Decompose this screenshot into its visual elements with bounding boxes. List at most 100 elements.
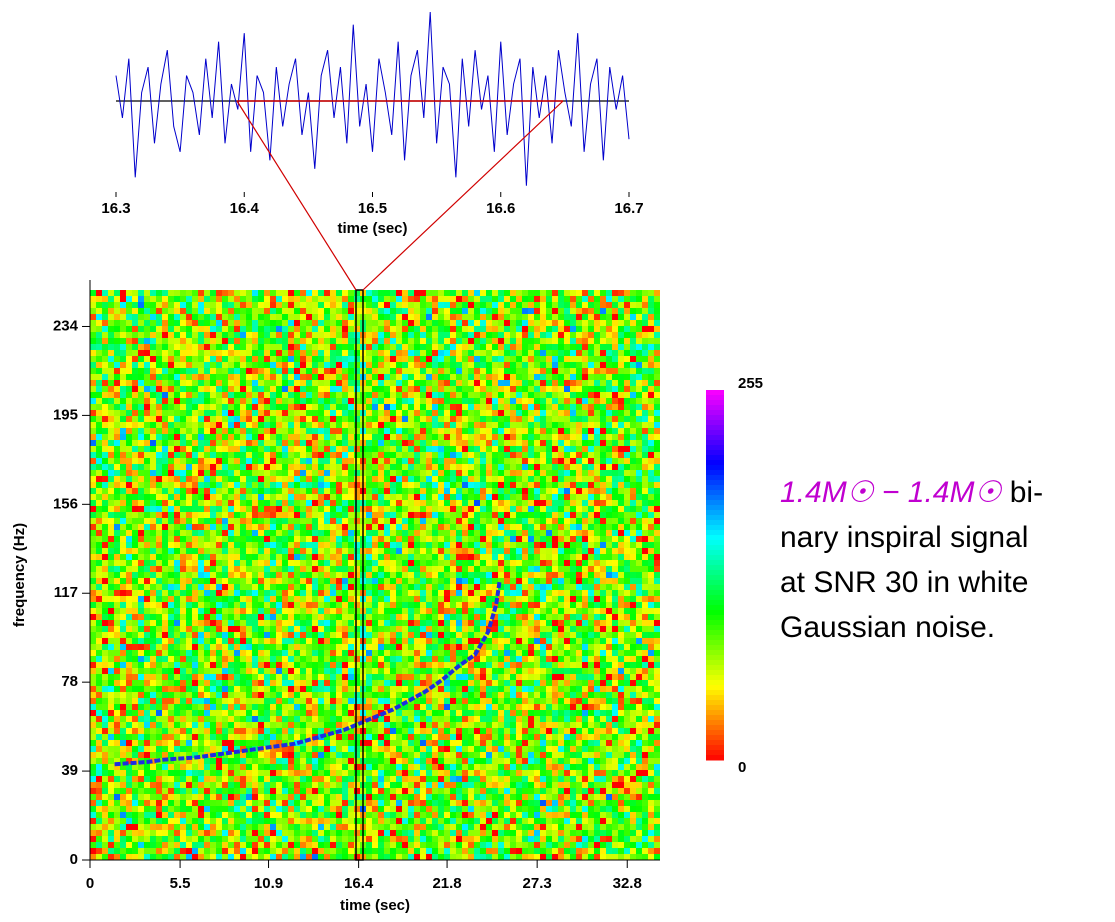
annotation-line: Gaussian noise. <box>780 605 1043 650</box>
colorbar-band <box>706 395 724 401</box>
colorbar-band <box>706 420 724 426</box>
x-tick-label: 16.4 <box>230 200 260 217</box>
colorbar-band <box>706 400 724 406</box>
colorbar-band <box>706 585 724 591</box>
colorbar-band <box>706 505 724 511</box>
y-tick-label: 0 <box>70 851 78 868</box>
colorbar-band <box>706 465 724 471</box>
colorbar-band <box>706 705 724 711</box>
y-tick-label: 195 <box>53 406 78 423</box>
colorbar-band <box>706 580 724 586</box>
annotation-line: nary inspiral signal <box>780 515 1043 560</box>
colorbar-band <box>706 570 724 576</box>
x-tick-label: 10.9 <box>254 875 283 892</box>
x-tick-label: 0 <box>86 875 94 892</box>
colorbar-band <box>706 490 724 496</box>
x-tick-label: 21.8 <box>432 875 461 892</box>
colorbar-band <box>706 680 724 686</box>
annotation-line: at SNR 30 in white <box>780 560 1043 605</box>
signal-line <box>116 12 629 186</box>
colorbar-band <box>706 610 724 616</box>
colorbar-band <box>706 390 724 396</box>
colorbar-band <box>706 560 724 566</box>
y-tick-label: 234 <box>53 317 79 334</box>
x-tick-label: 5.5 <box>170 875 191 892</box>
colorbar-band <box>706 405 724 411</box>
colorbar-band <box>706 675 724 681</box>
colorbar-band <box>706 440 724 446</box>
colorbar-band <box>706 740 724 746</box>
colorbar-band <box>706 590 724 596</box>
colorbar-band <box>706 630 724 636</box>
colorbar-band <box>706 660 724 666</box>
colorbar-band <box>706 635 724 641</box>
colorbar-band <box>706 715 724 721</box>
colorbar-band <box>706 745 724 751</box>
x-tick-label: 16.4 <box>344 875 374 892</box>
colorbar-band <box>706 485 724 491</box>
x-tick-label: 16.7 <box>614 200 643 217</box>
x-tick-label: 16.5 <box>358 200 387 217</box>
x-tick-label: 27.3 <box>523 875 552 892</box>
colorbar-band <box>706 460 724 466</box>
colorbar-band <box>706 655 724 661</box>
colorbar-band <box>706 435 724 441</box>
colorbar-band <box>706 545 724 551</box>
colorbar-band <box>706 605 724 611</box>
y-axis-title: frequency (Hz) <box>11 523 28 627</box>
formula: 1.4M☉ − 1.4M☉ <box>780 476 1001 509</box>
colorbar-band <box>706 690 724 696</box>
annotation-text: bi- <box>1010 476 1043 509</box>
colorbar-band <box>706 685 724 691</box>
colorbar-band <box>706 725 724 731</box>
zoom-line <box>237 101 356 290</box>
colorbar-band <box>706 500 724 506</box>
colorbar-band <box>706 445 724 451</box>
x-tick-label: 16.6 <box>486 200 515 217</box>
colorbar-band <box>706 650 724 656</box>
noise-texture <box>90 290 660 860</box>
colorbar-tick-label: 0 <box>738 759 746 776</box>
colorbar-band <box>706 555 724 561</box>
colorbar-band <box>706 755 724 761</box>
colorbar-band <box>706 455 724 461</box>
colorbar-band <box>706 550 724 556</box>
y-tick-label: 156 <box>53 495 78 512</box>
x-axis-title: time (sec) <box>340 897 410 914</box>
colorbar-band <box>706 515 724 521</box>
colorbar-band <box>706 625 724 631</box>
colorbar-band <box>706 495 724 501</box>
colorbar-band <box>706 425 724 431</box>
colorbar-band <box>706 535 724 541</box>
colorbar-tick-label: 255 <box>738 375 763 392</box>
colorbar-band <box>706 415 724 421</box>
colorbar-band <box>706 735 724 741</box>
y-tick-label: 39 <box>61 762 78 779</box>
colorbar-band <box>706 720 724 726</box>
colorbar-band <box>706 520 724 526</box>
colorbar-band <box>706 615 724 621</box>
x-tick-label: 32.8 <box>613 875 642 892</box>
colorbar-band <box>706 470 724 476</box>
colorbar-band <box>706 575 724 581</box>
colorbar-band <box>706 540 724 546</box>
colorbar-band <box>706 700 724 706</box>
colorbar-band <box>706 645 724 651</box>
colorbar-band <box>706 595 724 601</box>
colorbar-band <box>706 600 724 606</box>
annotation-line: 1.4M☉ − 1.4M☉ bi- <box>780 470 1043 515</box>
y-tick-label: 117 <box>54 584 78 601</box>
zoom-line <box>363 101 563 290</box>
colorbar-band <box>706 525 724 531</box>
colorbar-band <box>706 695 724 701</box>
colorbar-band <box>706 670 724 676</box>
colorbar-band <box>706 640 724 646</box>
colorbar-band <box>706 510 724 516</box>
colorbar-band <box>706 565 724 571</box>
y-tick-label: 78 <box>61 673 78 690</box>
colorbar-band <box>706 480 724 486</box>
colorbar-band <box>706 475 724 481</box>
colorbar-band <box>706 410 724 416</box>
